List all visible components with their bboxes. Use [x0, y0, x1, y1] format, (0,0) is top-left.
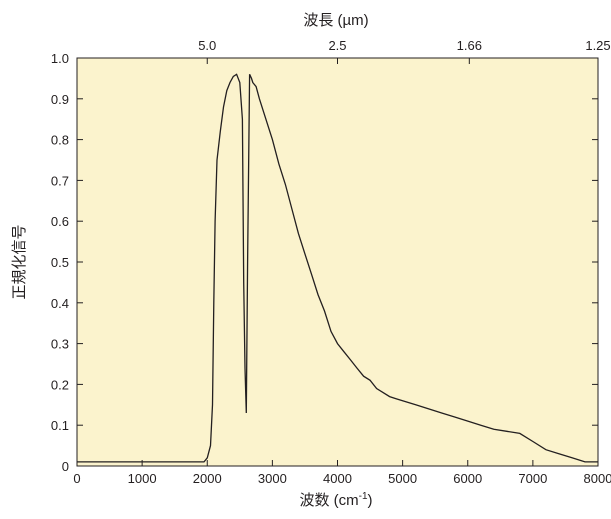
top-tick-label: 1.66	[457, 38, 482, 53]
y-tick-label: 0	[62, 459, 69, 474]
top-tick-label: 5.0	[198, 38, 216, 53]
top-tick-label: 1.25	[585, 38, 610, 53]
y-tick-label: 0.9	[51, 92, 69, 107]
plot-frame	[76, 57, 599, 467]
y-tick-label: 0.5	[51, 255, 69, 270]
x-tick-label: 1000	[128, 471, 157, 486]
x-axis-title: 波数 (cm-1)	[299, 491, 372, 509]
y-tick-label: 0.3	[51, 337, 69, 352]
y-tick-label: 0.2	[51, 377, 69, 392]
x-tick-label: 0	[73, 471, 80, 486]
y-tick-label: 1.0	[51, 51, 69, 66]
plot-area	[77, 58, 598, 466]
top-tick-label: 2.5	[328, 38, 346, 53]
y-axis-title: 正規化信号	[11, 224, 28, 299]
x-tick-label: 6000	[453, 471, 482, 486]
y-tick-label: 0.8	[51, 133, 69, 148]
x-tick-label: 7000	[518, 471, 547, 486]
x-axis-ticks: 0 1000 2000 3000 4000 5000 6000 7000 8000	[73, 460, 611, 486]
x-tick-label: 5000	[388, 471, 417, 486]
x-tick-label: 3000	[258, 471, 287, 486]
x-tick-label: 8000	[584, 471, 611, 486]
spectrum-line	[77, 73, 598, 463]
x-tick-label: 4000	[323, 471, 352, 486]
top-axis-ticks: 5.0 2.5 1.66 1.25	[198, 38, 611, 64]
y-tick-label: 0.7	[51, 173, 69, 188]
y-tick-label: 0.1	[51, 418, 69, 433]
x-tick-label: 2000	[193, 471, 222, 486]
top-axis-title: 波長 (µm)	[303, 12, 368, 29]
y-tick-label: 0.4	[51, 296, 69, 311]
y-tick-label: 0.6	[51, 214, 69, 229]
